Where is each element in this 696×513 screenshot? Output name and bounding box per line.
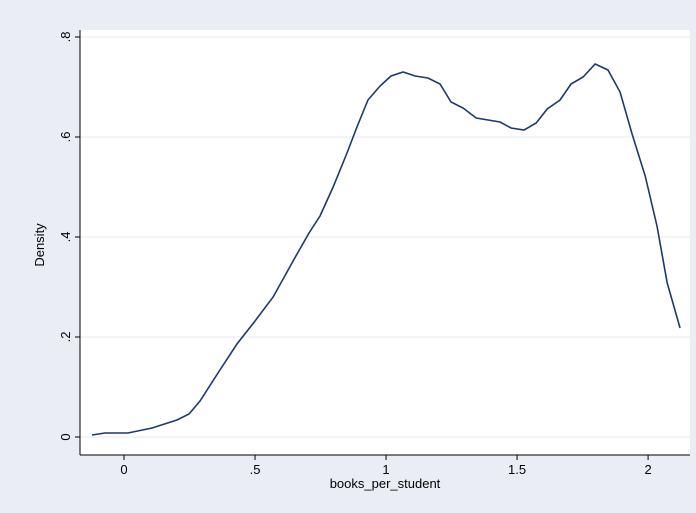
x-axis-label: books_per_student (330, 476, 441, 491)
density-line (91, 63, 681, 436)
x-tick-label: .5 (250, 462, 261, 477)
y-tick-label: .2 (58, 332, 73, 343)
y-tick-label: .8 (58, 32, 73, 43)
x-tick-label: 2 (644, 462, 651, 477)
y-axis-label: Density (32, 223, 47, 267)
plot-area (80, 30, 690, 455)
x-tick-label: 0 (120, 462, 127, 477)
y-tick-label: .4 (58, 232, 73, 243)
y-tick-label: .6 (58, 132, 73, 143)
y-tick-label: 0 (58, 433, 73, 440)
x-tick-label: 1.5 (508, 462, 526, 477)
x-tick-label: 1 (382, 462, 389, 477)
